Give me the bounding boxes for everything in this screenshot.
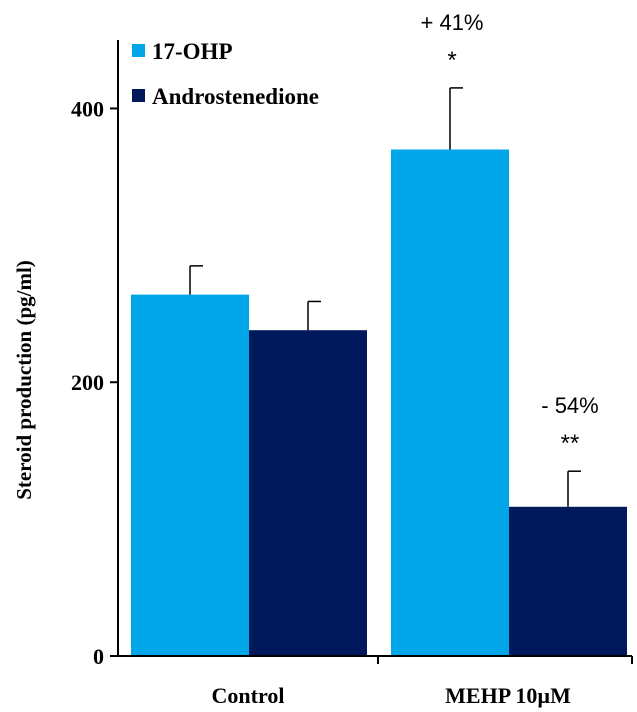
x-tick-label-1: MEHP 10µM [445,683,571,708]
bar-17-ohp-1 [391,149,509,656]
y-tick-label-400: 400 [71,96,104,121]
annotation-percent-1: - 54% [541,393,598,418]
bar-androstenedione-0 [249,330,367,656]
y-tick-label-200: 200 [71,370,104,395]
annotation-stars-1: ** [561,430,580,457]
bar-17-ohp-0 [131,294,249,656]
annotation-percent-0: + 41% [421,10,484,35]
y-axis-label: Steroid production (pg/ml) [12,260,36,500]
legend-swatch-0 [132,44,145,57]
annotation-stars-0: * [447,47,456,74]
y-tick-label-0: 0 [93,644,104,669]
x-tick-label-0: Control [212,683,285,708]
bar-androstenedione-1 [509,506,627,656]
legend-swatch-1 [132,89,145,102]
legend-label-0: 17-OHP [152,39,233,64]
legend-label-1: Androstenedione [152,84,319,109]
